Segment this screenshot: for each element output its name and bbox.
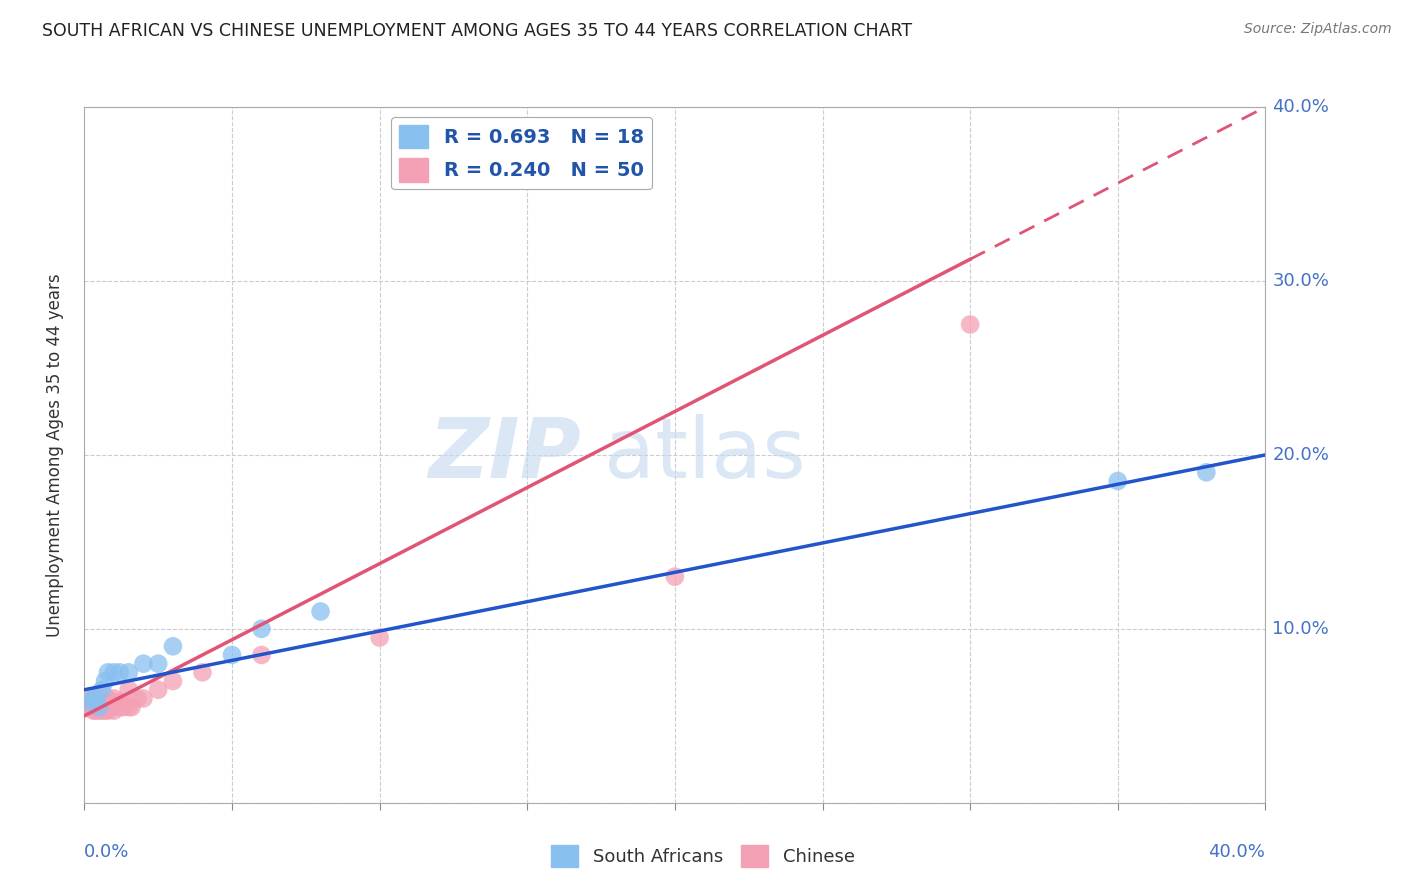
Point	[103, 665, 125, 680]
Point	[250, 648, 273, 662]
Point	[127, 691, 149, 706]
Point	[84, 697, 107, 711]
Point	[82, 691, 104, 706]
Point	[103, 698, 125, 713]
Point	[103, 691, 125, 706]
Text: 20.0%: 20.0%	[1272, 446, 1329, 464]
Point	[87, 698, 111, 713]
Point	[108, 665, 131, 680]
Point	[100, 700, 122, 714]
Point	[97, 665, 120, 680]
Point	[91, 682, 114, 697]
Point	[132, 657, 155, 671]
Point	[118, 665, 141, 680]
Point	[76, 691, 98, 706]
Point	[108, 695, 131, 709]
Point	[148, 682, 170, 697]
Y-axis label: Unemployment Among Ages 35 to 44 years: Unemployment Among Ages 35 to 44 years	[45, 273, 63, 637]
Point	[94, 704, 117, 718]
Point	[94, 695, 117, 709]
Point	[97, 704, 120, 718]
Point	[97, 698, 120, 713]
Point	[94, 700, 117, 714]
Point	[1195, 466, 1218, 480]
Point	[368, 631, 391, 645]
Point	[162, 639, 184, 653]
Point	[103, 704, 125, 718]
Point	[87, 691, 111, 706]
Point	[84, 691, 107, 706]
Point	[118, 682, 141, 697]
Point	[221, 648, 243, 662]
Text: 40.0%: 40.0%	[1272, 98, 1329, 116]
Text: Source: ZipAtlas.com: Source: ZipAtlas.com	[1244, 22, 1392, 37]
Legend: R = 0.693   N = 18, R = 0.240   N = 50: R = 0.693 N = 18, R = 0.240 N = 50	[391, 117, 651, 189]
Point	[1107, 474, 1129, 488]
Point	[111, 700, 134, 714]
Text: 40.0%: 40.0%	[1209, 843, 1265, 861]
Point	[79, 700, 101, 714]
Point	[100, 695, 122, 709]
Point	[87, 704, 111, 718]
Point	[87, 702, 111, 716]
Text: ZIP: ZIP	[427, 415, 581, 495]
Point	[91, 691, 114, 706]
Point	[84, 691, 107, 706]
Text: 10.0%: 10.0%	[1272, 620, 1329, 638]
Text: atlas: atlas	[605, 415, 806, 495]
Point	[79, 695, 101, 709]
Point	[121, 700, 143, 714]
Point	[959, 318, 981, 332]
Legend: South Africans, Chinese: South Africans, Chinese	[544, 838, 862, 874]
Point	[162, 674, 184, 689]
Point	[148, 657, 170, 671]
Point	[82, 704, 104, 718]
Text: 0.0%: 0.0%	[84, 843, 129, 861]
Point	[91, 704, 114, 718]
Point	[91, 700, 114, 714]
Point	[309, 605, 332, 619]
Point	[82, 700, 104, 714]
Point	[118, 700, 141, 714]
Point	[84, 700, 107, 714]
Point	[664, 570, 686, 584]
Point	[76, 700, 98, 714]
Text: SOUTH AFRICAN VS CHINESE UNEMPLOYMENT AMONG AGES 35 TO 44 YEARS CORRELATION CHAR: SOUTH AFRICAN VS CHINESE UNEMPLOYMENT AM…	[42, 22, 912, 40]
Point	[82, 697, 104, 711]
Point	[79, 698, 101, 713]
Point	[87, 695, 111, 709]
Point	[84, 704, 107, 718]
Point	[82, 691, 104, 706]
Point	[97, 691, 120, 706]
Point	[91, 697, 114, 711]
Point	[250, 622, 273, 636]
Point	[79, 695, 101, 709]
Point	[87, 700, 111, 714]
Point	[132, 691, 155, 706]
Point	[191, 665, 214, 680]
Point	[94, 674, 117, 689]
Point	[108, 700, 131, 714]
Point	[76, 697, 98, 711]
Point	[76, 698, 98, 713]
Text: 30.0%: 30.0%	[1272, 272, 1329, 290]
